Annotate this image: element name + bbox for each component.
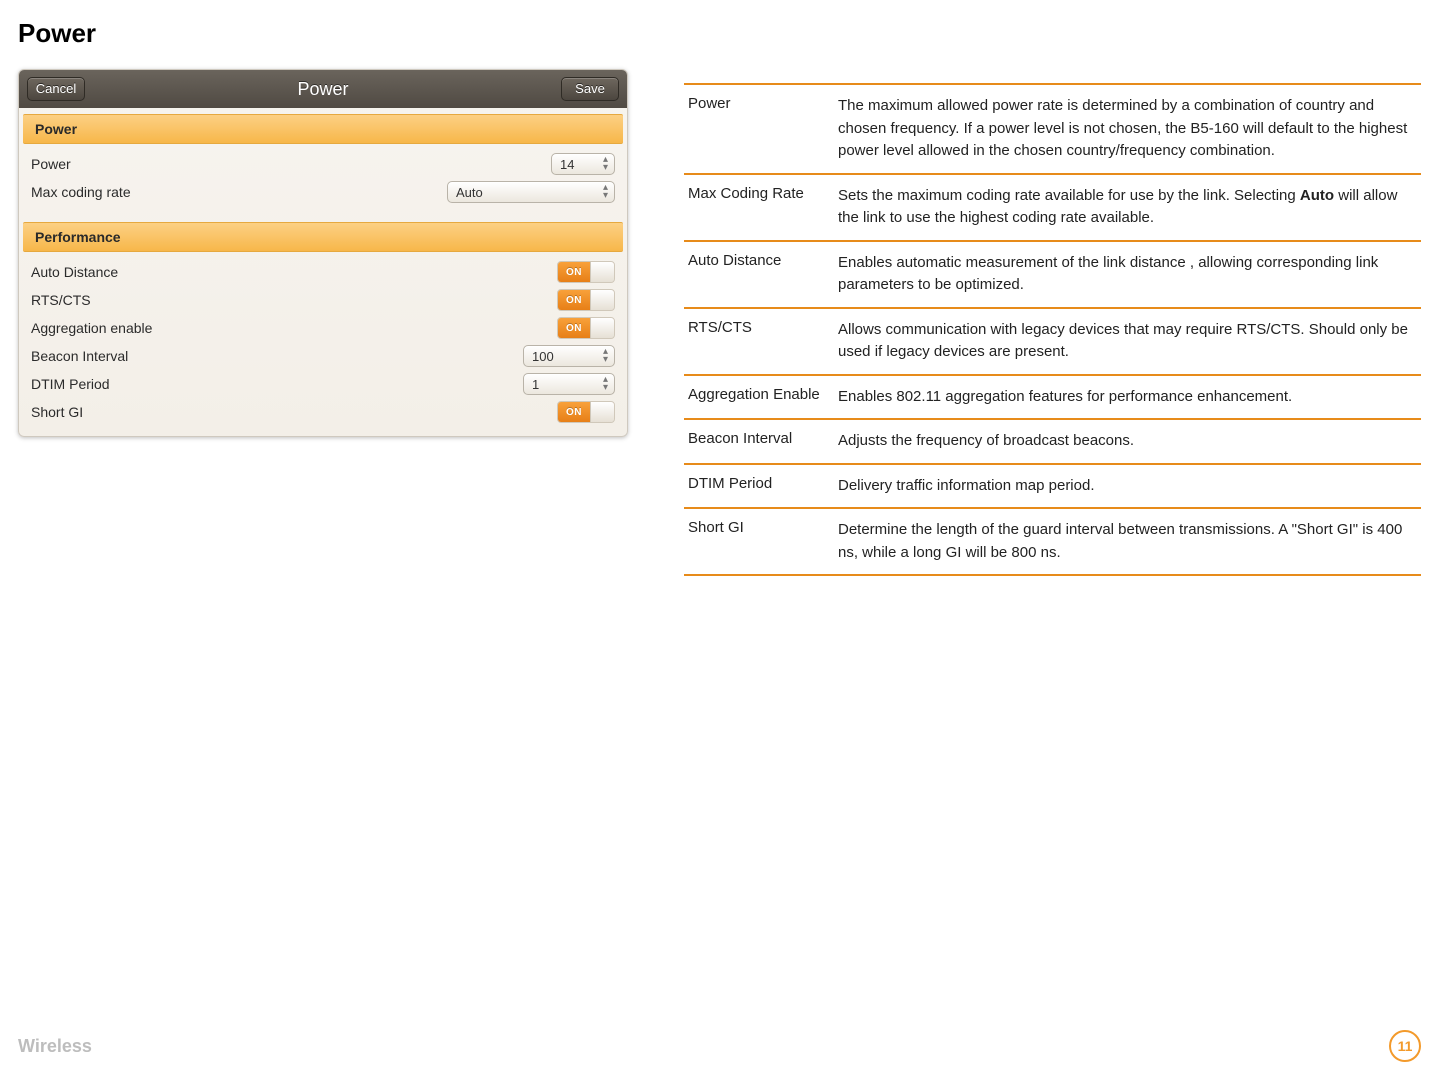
row-power: Power 14 ▴▾ [31,150,615,178]
settings-panel-container: Cancel Power Save Power Power 14 ▴▾ Max … [18,69,638,437]
max-coding-rate-select[interactable]: Auto ▴▾ [447,181,615,203]
save-button[interactable]: Save [561,77,619,101]
short-gi-toggle[interactable]: ON [557,401,615,423]
desc-term: Beacon Interval [688,430,826,453]
desc-term: DTIM Period [688,475,826,498]
dtim-period-label: DTIM Period [31,376,523,392]
chevron-updown-icon: ▴▾ [603,376,608,392]
breadcrumb: Wireless [18,1036,92,1057]
row-beacon-interval: Beacon Interval 100 ▴▾ [31,342,615,370]
section-header-performance: Performance [23,222,623,252]
toggle-knob [590,262,614,282]
desc-def: Delivery traffic information map period. [838,475,1417,498]
desc-def: Enables automatic measurement of the lin… [838,252,1417,297]
desc-def: Enables 802.11 aggregation features for … [838,386,1417,409]
desc-term: RTS/CTS [688,319,826,364]
toggle-knob [590,318,614,338]
desc-row: Max Coding Rate Sets the maximum coding … [684,175,1421,242]
toggle-on-label: ON [558,262,590,282]
dtim-period-select[interactable]: 1 ▴▾ [523,373,615,395]
toggle-on-label: ON [558,402,590,422]
toggle-on-label: ON [558,290,590,310]
chevron-updown-icon: ▴▾ [603,348,608,364]
panel-title: Power [85,79,561,100]
max-coding-rate-value: Auto [456,185,483,200]
row-rts-cts: RTS/CTS ON [31,286,615,314]
desc-row: DTIM Period Delivery traffic information… [684,465,1421,510]
row-dtim-period: DTIM Period 1 ▴▾ [31,370,615,398]
cancel-button[interactable]: Cancel [27,77,85,101]
max-coding-rate-label: Max coding rate [31,184,447,200]
aggregation-enable-toggle[interactable]: ON [557,317,615,339]
auto-distance-label: Auto Distance [31,264,557,280]
aggregation-enable-label: Aggregation enable [31,320,557,336]
short-gi-label: Short GI [31,404,557,420]
power-select[interactable]: 14 ▴▾ [551,153,615,175]
dtim-period-value: 1 [532,377,539,392]
desc-row: Short GI Determine the length of the gua… [684,509,1421,576]
power-label: Power [31,156,551,172]
desc-def: Sets the maximum coding rate available f… [838,185,1417,230]
desc-row: Power The maximum allowed power rate is … [684,85,1421,175]
row-short-gi: Short GI ON [31,398,615,426]
desc-def: Determine the length of the guard interv… [838,519,1417,564]
desc-row: Auto Distance Enables automatic measurem… [684,242,1421,309]
desc-term: Power [688,95,826,163]
desc-row: Aggregation Enable Enables 802.11 aggreg… [684,376,1421,421]
desc-term: Short GI [688,519,826,564]
desc-term: Max Coding Rate [688,185,826,230]
description-column: Power The maximum allowed power rate is … [684,69,1421,576]
row-aggregation-enable: Aggregation enable ON [31,314,615,342]
section-header-power: Power [23,114,623,144]
rts-cts-label: RTS/CTS [31,292,557,308]
desc-def: Adjusts the frequency of broadcast beaco… [838,430,1417,453]
chevron-updown-icon: ▴▾ [603,156,608,172]
page-title: Power [18,18,1421,49]
desc-def: The maximum allowed power rate is determ… [838,95,1417,163]
page-number-badge: 11 [1389,1030,1421,1062]
power-settings-panel: Cancel Power Save Power Power 14 ▴▾ Max … [18,69,628,437]
toggle-on-label: ON [558,318,590,338]
power-select-value: 14 [560,157,574,172]
beacon-interval-value: 100 [532,349,554,364]
beacon-interval-select[interactable]: 100 ▴▾ [523,345,615,367]
beacon-interval-label: Beacon Interval [31,348,523,364]
toggle-knob [590,290,614,310]
toggle-knob [590,402,614,422]
description-table: Power The maximum allowed power rate is … [684,83,1421,576]
panel-header: Cancel Power Save [19,70,627,108]
desc-term: Auto Distance [688,252,826,297]
auto-distance-toggle[interactable]: ON [557,261,615,283]
chevron-updown-icon: ▴▾ [603,184,608,200]
desc-row: Beacon Interval Adjusts the frequency of… [684,420,1421,465]
desc-row: RTS/CTS Allows communication with legacy… [684,309,1421,376]
row-max-coding-rate: Max coding rate Auto ▴▾ [31,178,615,206]
row-auto-distance: Auto Distance ON [31,258,615,286]
rts-cts-toggle[interactable]: ON [557,289,615,311]
desc-term: Aggregation Enable [688,386,826,409]
page-footer: Wireless 11 [18,1030,1421,1062]
desc-def: Allows communication with legacy devices… [838,319,1417,364]
